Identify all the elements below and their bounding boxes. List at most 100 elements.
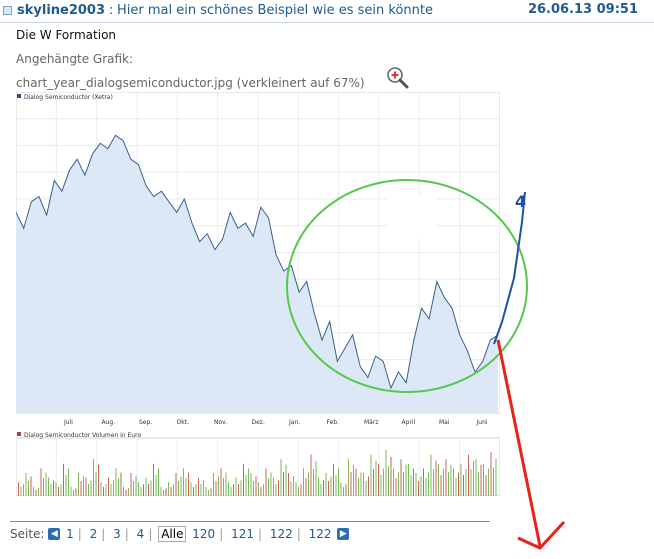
volume-bar [75, 488, 77, 496]
volume-bar [438, 463, 439, 496]
page-link-all-active[interactable]: Alle [158, 526, 187, 542]
volume-bar [358, 478, 359, 496]
next-page-icon[interactable]: ▶ [337, 528, 350, 540]
volume-bar [135, 476, 137, 496]
page-link[interactable]: 120 [192, 527, 216, 541]
volume-bar [300, 484, 302, 496]
page-link[interactable]: 4 [136, 527, 145, 541]
volume-bar [140, 487, 142, 496]
prev-page-icon[interactable]: ◀ [48, 528, 61, 540]
volume-bar [260, 487, 262, 496]
volume-bar [163, 490, 164, 496]
volume-bar [133, 481, 134, 496]
volume-bar [355, 468, 357, 496]
volume-bar [348, 459, 349, 496]
volume-bar [123, 486, 124, 496]
volume-bar [38, 488, 39, 496]
volume-bar [425, 478, 427, 496]
volume-bar [55, 482, 57, 496]
volume-bar [275, 484, 277, 496]
volume-bar [103, 487, 104, 496]
volume-bar [263, 484, 264, 496]
page-link[interactable]: 122 [308, 527, 332, 541]
post-username[interactable]: skyline2003 [17, 3, 106, 18]
volume-bar [328, 481, 329, 496]
volume-bar [98, 464, 99, 496]
volume-bar [90, 480, 92, 496]
attachment-filename[interactable]: chart_year_dialogsemiconductor.jpg (verk… [16, 76, 365, 90]
volume-bar [323, 480, 324, 496]
volume-bar [83, 476, 84, 496]
volume-bar [283, 472, 284, 496]
volume-bar [470, 469, 472, 496]
page-link[interactable]: 2 [89, 527, 98, 541]
volume-bar [93, 459, 94, 496]
volume-bar [110, 484, 112, 496]
volume-bar [208, 490, 209, 496]
volume-bar [248, 468, 249, 496]
volume-bar [475, 459, 477, 496]
volume-bar [125, 490, 127, 496]
volume-bar [460, 463, 462, 496]
volume-bar [138, 482, 139, 496]
volume-bar [305, 478, 307, 496]
volume-bar [18, 482, 19, 496]
volume-bar [250, 473, 252, 496]
page-link[interactable]: 3 [113, 527, 121, 541]
volume-bar [463, 475, 464, 496]
volume-bar [128, 488, 129, 496]
volume-bar [360, 472, 362, 496]
volume-bar [95, 472, 97, 496]
volume-bar [48, 477, 49, 496]
volume-bar [105, 484, 107, 496]
volume-bar [480, 464, 482, 496]
volume-bar [410, 475, 412, 496]
volume-bar [183, 468, 184, 496]
x-tick-label: März [364, 419, 378, 426]
volume-bar [168, 482, 169, 496]
volume-bar [190, 482, 192, 496]
volume-bar [458, 472, 459, 496]
volume-bar [318, 477, 319, 496]
volume-bar [165, 488, 167, 496]
volume-bar [403, 472, 404, 496]
volume-bar [380, 475, 382, 496]
volume-bar [45, 472, 47, 496]
volume-bar [58, 487, 59, 496]
price-legend-swatch [17, 94, 21, 98]
volume-bar [428, 472, 429, 496]
volume-bar [448, 472, 449, 496]
volume-bar [255, 476, 257, 496]
volume-bar [390, 456, 392, 496]
volume-bar [108, 477, 109, 496]
post-icon [3, 6, 12, 15]
volume-bar [40, 468, 42, 496]
volume-bar [423, 468, 424, 496]
volume-bar [215, 481, 217, 496]
volume-bar [200, 484, 202, 496]
volume-bar [293, 476, 294, 496]
volume-bar [445, 459, 447, 496]
volume-bar [143, 484, 144, 496]
volume-bar [485, 475, 487, 496]
volume-bar [413, 468, 414, 496]
zoom-in-icon[interactable] [386, 66, 410, 90]
volume-bar [188, 472, 189, 496]
volume-bar [375, 460, 377, 496]
page-link[interactable]: 1 [66, 527, 74, 541]
post-subject[interactable]: Hier mal ein schönes Beispiel wie es sei… [117, 3, 434, 18]
volume-bar [290, 481, 292, 496]
x-tick-label: Feb. [327, 419, 340, 426]
x-tick-label: Dez. [252, 419, 265, 426]
page-link[interactable]: 121 [231, 527, 254, 541]
volume-bar [353, 464, 354, 496]
volume-bar [23, 484, 24, 496]
volume-bar [148, 484, 149, 496]
page-link[interactable]: 122 [269, 527, 293, 541]
volume-legend-swatch [17, 432, 21, 436]
volume-bar [28, 481, 29, 496]
volume-bar [373, 469, 374, 496]
volume-bar [490, 452, 492, 496]
volume-bar [113, 480, 114, 496]
volume-bar [443, 468, 444, 496]
